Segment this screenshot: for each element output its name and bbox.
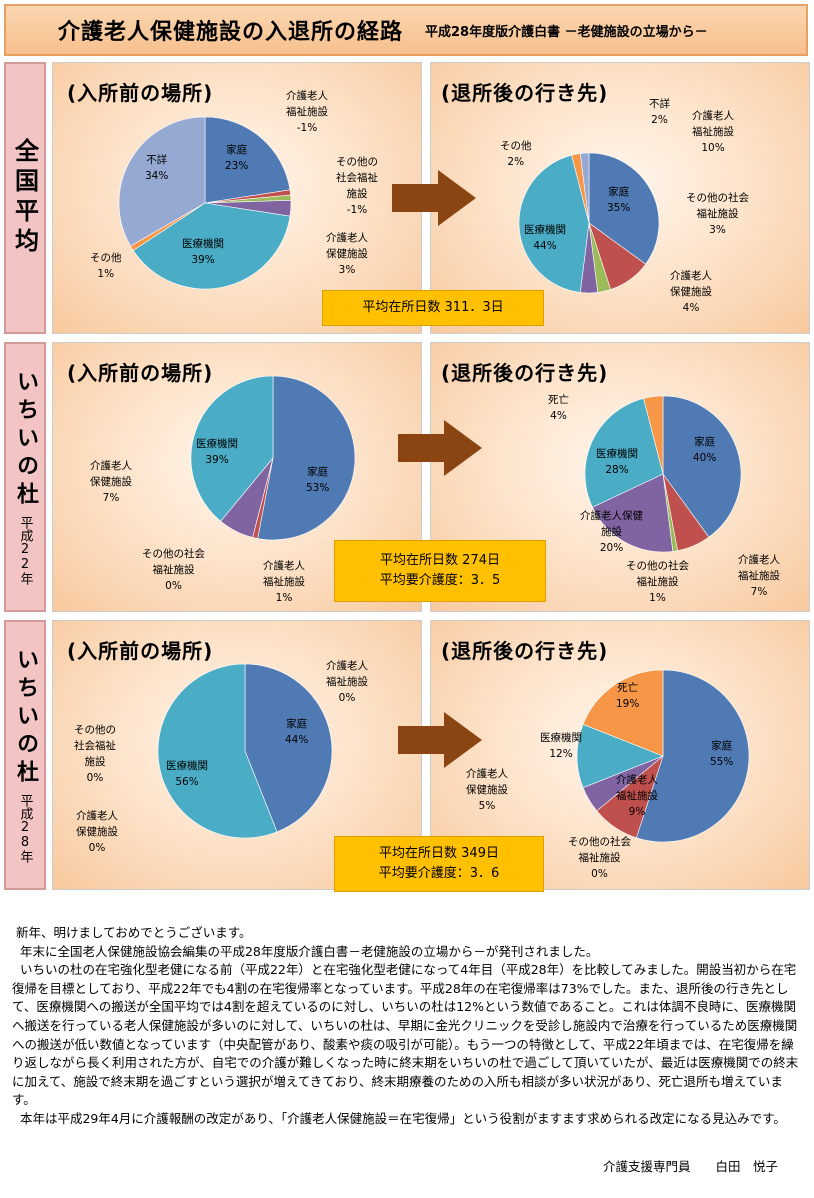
slice-label-welfare: 介護老人 福祉施設 -1%: [286, 90, 328, 134]
article-body: 新年、明けましておめでとうございます。 年末に全国老人保健施設協会編集の平成28…: [12, 924, 802, 1129]
pie-slice: [518, 154, 590, 293]
slice-label-health: 介護老人 保健施設 5%: [466, 768, 508, 812]
paragraph: 新年、明けましておめでとうございます。: [15, 925, 252, 940]
row-label-main: 全国平均: [10, 138, 39, 258]
page-title: 介護老人保健施設の入退所の経路: [58, 20, 404, 45]
slice-label-welfare: 介護老人 福祉施設 1%: [263, 560, 305, 604]
slice-label-home: 家庭 23%: [225, 144, 249, 172]
row-label-national: 全国平均: [4, 62, 46, 334]
pie-slice: [118, 116, 206, 247]
title-bar: 介護老人保健施設の入退所の経路 平成28年度版介護白書 －老健施設の立場から－: [4, 4, 808, 56]
pie-slice: [662, 395, 742, 538]
panel-after-national: (退所後の行き先): [430, 62, 810, 334]
slice-label-welfare: 介護老人 福祉施設 10%: [692, 110, 734, 154]
slice-label-other-social: その他の 社会福祉 施設 -1%: [336, 156, 378, 216]
slice-label-health: 介護老人 保健施設 0%: [76, 810, 118, 854]
arrow-right-icon: [398, 712, 482, 768]
avg-stay-days: 平均在所日数 311．3日: [362, 300, 504, 315]
slice-label-medical: 医療機関 56%: [166, 760, 208, 788]
slice-label-health: 介護老人 保健施設 7%: [90, 460, 132, 504]
slice-label-health: 介護老人 保健施設 3%: [326, 232, 368, 276]
slice-label-other: その他 1%: [90, 252, 122, 280]
slice-label-home: 家庭 44%: [285, 718, 309, 746]
pie-chart: [118, 116, 292, 290]
panel-title: (入所前の場所): [67, 639, 214, 663]
slice-label-home: 家庭 35%: [607, 186, 631, 214]
paragraph: 年末に全国老人保健施設協会編集の平成28年度版介護白書－老健施設の立場から－が発…: [19, 943, 599, 959]
page-subtitle: 平成28年度版介護白書 －老健施設の立場から－: [425, 24, 708, 40]
pie-slice: [592, 473, 674, 553]
slice-label-home: 家庭 53%: [306, 466, 330, 494]
pie-slice: [190, 375, 274, 522]
row-label-main: いちいの杜: [13, 647, 38, 788]
panel-title: (入所前の場所): [67, 361, 214, 385]
pie-slice: [244, 663, 333, 833]
panel-after-h28: (退所後の行き先): [430, 620, 810, 890]
pie-slice: [257, 375, 356, 541]
author-signature: 介護支援専門員 白田 悦子: [602, 1159, 778, 1174]
slice-label-medical: 医療機関 28%: [596, 448, 638, 476]
pie-slice: [643, 395, 664, 475]
slice-label-health: 介護老人保健 施設 20%: [580, 510, 643, 554]
pie-chart: [157, 663, 333, 839]
panel-title: (退所後の行き先): [441, 81, 609, 105]
row-label-sub: 平成28年: [17, 793, 33, 863]
arrow-right-icon: [398, 420, 482, 476]
panel-title: (退所後の行き先): [441, 639, 609, 663]
slice-label-other: その他 2%: [500, 140, 532, 168]
row-label-main: いちいの杜: [13, 369, 38, 510]
slice-label-death: 死亡 4%: [548, 394, 569, 422]
slice-label-health: 介護老人 保健施設 4%: [670, 270, 712, 314]
row-label-h22: いちいの杜 平成22年: [4, 342, 46, 612]
slice-label-medical: 医療機関 39%: [196, 438, 238, 466]
panel-before-national: (入所前の場所): [52, 62, 422, 334]
pie-slice: [588, 152, 660, 265]
row-label-h28: いちいの杜 平成28年: [4, 620, 46, 890]
slice-label-home: 家庭 55%: [710, 740, 734, 768]
slice-label-other-social: その他の社会 福祉施設 3%: [686, 192, 749, 236]
pie-chart: [584, 395, 742, 553]
pie-slice: [576, 723, 664, 789]
pie-slice: [584, 398, 664, 508]
slice-label-unknown: 不詳 34%: [145, 154, 169, 182]
info-box-national: 平均在所日数 311．3日: [322, 290, 544, 326]
row-label-sub: 平成22年: [17, 515, 33, 585]
pie-slice: [579, 152, 590, 224]
slice-label-welfare: 介護老人 福祉施設 0%: [326, 660, 368, 704]
avg-care-level: 平均要介護度：3．5: [379, 573, 501, 588]
info-box-h22: 平均在所日数 274日 平均要介護度：3．5: [334, 540, 546, 602]
panel-before-h22: (入所前の場所): [52, 342, 422, 612]
pie-chart: [518, 152, 660, 294]
slice-label-medical: 医療機関 39%: [182, 238, 224, 266]
slice-label-unknown: 不詳 2%: [649, 98, 670, 126]
paragraph: いちいの杜の在宅強化型老健になる前（平成22年）と在宅強化型老健になって4年目（…: [12, 962, 799, 1108]
slice-label-other-social: その他の社会 福祉施設 1%: [626, 560, 689, 604]
pie-slice: [204, 116, 291, 204]
avg-stay-days: 平均在所日数 274日: [380, 553, 500, 568]
panel-title: (入所前の場所): [67, 81, 214, 105]
pie-chart: [576, 669, 750, 843]
slice-label-death: 死亡 19%: [616, 682, 640, 710]
pie-slice: [132, 202, 291, 290]
pie-chart: [190, 375, 356, 541]
pie-slice: [636, 669, 750, 843]
slice-label-welfare: 介護老人 福祉施設 9%: [616, 774, 658, 818]
paragraph: 本年は平成29年4月に介護報酬の改定があり、「介護老人保健施設＝在宅復帰」という…: [19, 1110, 786, 1126]
slice-label-medical: 医療機関 44%: [524, 224, 566, 252]
slice-label-home: 家庭 40%: [693, 436, 717, 464]
slice-label-medical: 医療機関 12%: [540, 732, 582, 760]
panel-after-h22: (退所後の行き先): [430, 342, 810, 612]
avg-care-level: 平均要介護度：3．6: [378, 866, 500, 881]
slice-label-welfare: 介護老人 福祉施設 7%: [738, 554, 780, 598]
avg-stay-days: 平均在所日数 349日: [379, 846, 499, 861]
pie-slice: [157, 663, 278, 839]
pie-slice: [582, 669, 664, 757]
info-box-h28: 平均在所日数 349日 平均要介護度：3．6: [334, 836, 544, 892]
arrow-right-icon: [392, 170, 476, 226]
panel-title: (退所後の行き先): [441, 361, 609, 385]
